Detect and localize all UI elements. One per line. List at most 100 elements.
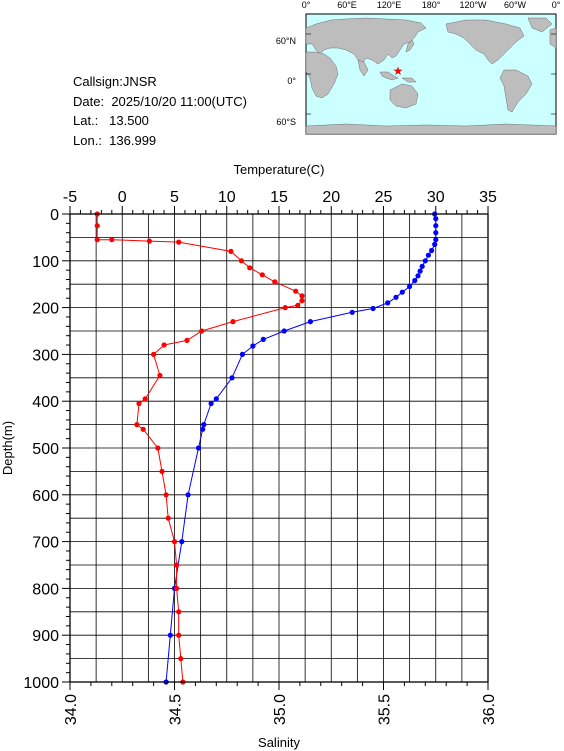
salinity-data-point [178,656,184,662]
depth-tick-label: 700 [32,535,59,552]
temperature-data-point [185,492,191,498]
marker-star: ★ [393,64,404,78]
lat-row: Lat.: 13.500 [73,111,247,131]
depth-tick-label: 0 [50,207,59,224]
temperature-tick-label: 20 [322,189,340,206]
salinity-tick-label: 35.5 [377,694,394,725]
map-lon-label: 0° [552,0,561,10]
salinity-data-point [174,562,180,568]
salinity-data-point [136,400,142,407]
temperature-tick-label: 5 [170,189,179,206]
depth-tick-label: 600 [32,488,59,505]
land-masses [305,17,557,135]
temperature-data-point [213,396,219,402]
temperature-data-point [425,252,431,258]
temperature-tick-label: -5 [63,189,77,206]
depth-tick-label: 500 [32,441,59,458]
salinity-data-point [140,426,146,432]
temperature-data-point [229,375,235,381]
lon-row: Lon.: 136.999 [73,131,247,151]
date-label: Date: [73,93,105,109]
temperature-tick-label: 25 [375,189,393,206]
depth-tick-label: 400 [32,394,59,411]
salinity-data-point [94,211,100,217]
temperature-data-point [171,585,178,592]
salinity-data-point [272,279,278,285]
temperature-data-point [201,422,207,428]
chart-grid [69,213,489,683]
salinity-profile-line [96,214,303,683]
map-lat-label: 60°N [276,36,296,46]
lat-value: 13.500 [109,113,149,128]
temperature-data-point [385,300,391,306]
depth-axis-title: Depth(m) [0,421,15,475]
map-lon-label: 120°W [459,0,487,10]
temperature-data-point [415,273,421,279]
temperature-data-point [208,400,214,407]
map-lon-label: 120°E [377,0,402,10]
salinity-axis-title: Salinity [258,735,300,750]
salinity-data-point [293,288,299,294]
temperature-data-point [370,305,376,312]
salinity-data-point [259,272,265,278]
land-europe-west [549,27,557,49]
salinity-data-point [142,396,148,402]
salinity-data-point [199,328,205,334]
salinity-tick-label: 36.0 [481,694,498,725]
chart-series [94,211,439,685]
map-lat-text: 60°N 0° 60°S [276,36,297,127]
temperature-tick-label: 10 [218,189,236,206]
temperature-data-point [419,263,425,269]
temperature-tick-label: 30 [427,189,445,206]
salinity-data-point [159,468,165,474]
lon-value: 136.999 [109,132,157,148]
chart-ticks [62,206,489,690]
map-lon-label: 60°E [337,0,357,10]
date-row: Date: 2025/10/20 11:00(UTC) [73,92,247,112]
salinity-data-point [180,679,186,685]
callsign-row: Callsign:JNSR [73,72,247,92]
temperature-data-point [433,230,439,236]
temperature-data-point [432,211,438,217]
lon-label: Lon.: [73,132,102,148]
temperature-data-point [429,247,435,254]
map-frame: ★ [305,13,557,135]
map-grid [306,33,556,115]
map-lon-labels: 0° 60°E 120°E 180° 120°W 60°W 0° [302,0,561,10]
callsign-value: JNSR [122,74,157,89]
land-newguinea [401,77,417,83]
depth-tick-label: 900 [32,628,59,645]
salinity-data-point [155,445,161,451]
temperature-data-point [433,216,439,222]
salinity-data-point [238,258,244,264]
land-indonesia [379,71,399,81]
temperature-data-point [407,283,413,290]
temperature-data-point [195,445,202,451]
salinity-data-point [165,515,171,521]
temperature-tick-label: 0 [118,189,127,206]
salinity-data-point [171,539,178,545]
land-greenland [527,17,553,33]
temperature-data-point [260,336,266,342]
salinity-data-point [161,342,167,348]
salinity-data-point [299,298,305,304]
salinity-data-point [176,609,182,615]
map-lat-label: 0° [287,76,296,86]
salinity-data-point [151,351,157,357]
temperature-axis-title: Temperature(C) [233,162,324,177]
salinity-data-point [157,372,163,379]
salinity-data-point [146,238,152,244]
land-australia [389,83,419,109]
temperature-data-point [200,426,206,432]
salinity-data-point [109,237,115,243]
land-africa [305,51,339,99]
plot-frame [69,213,489,683]
land-japan [405,39,415,53]
salinity-data-point [184,337,190,343]
salinity-tick-label: 35.0 [272,694,289,725]
salinity-data-point [228,248,234,254]
temperature-data-point [281,328,287,334]
callsign-label: Callsign: [73,74,123,89]
salinity-data-point [176,239,182,245]
lat-label: Lat.: [73,113,99,128]
